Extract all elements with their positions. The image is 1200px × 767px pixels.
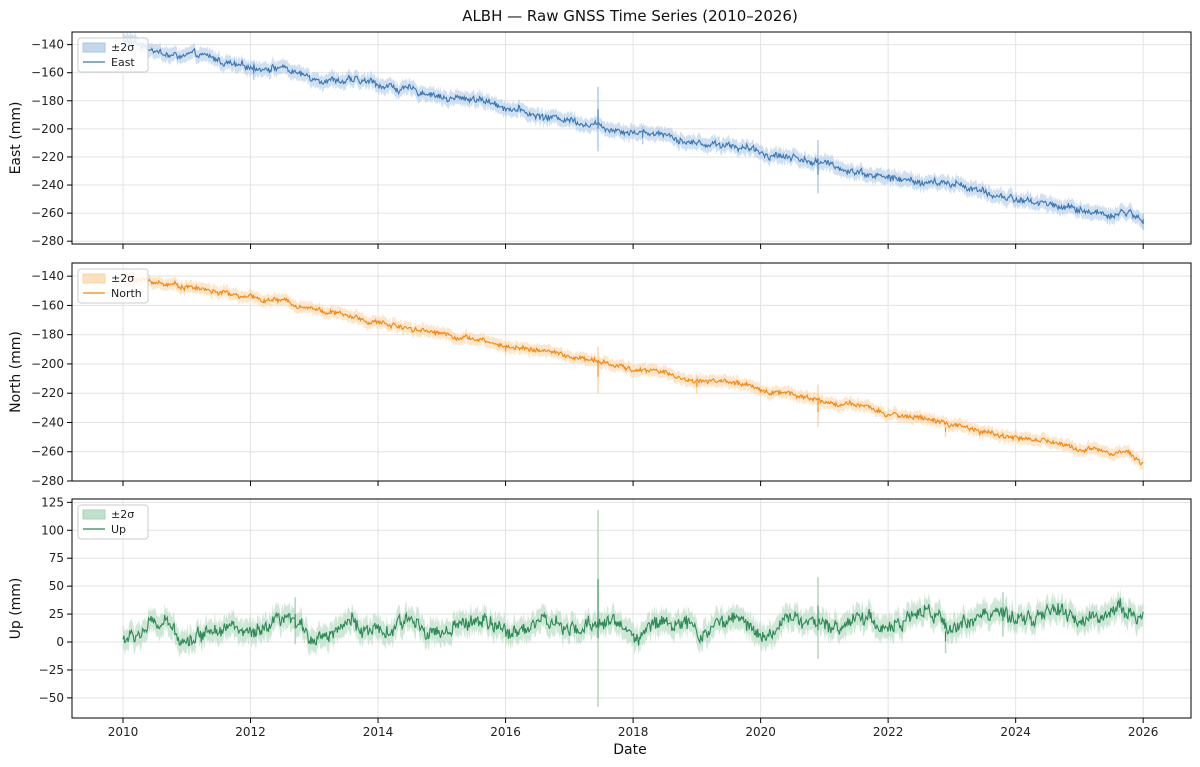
y-tick-label: −280 [31, 234, 64, 248]
x-tick-label: 2010 [108, 725, 139, 739]
sigma-band [123, 268, 1144, 470]
plot-frame [71, 31, 1192, 245]
x-tick-label: 2024 [1000, 725, 1031, 739]
y-tick-label: −180 [31, 328, 64, 342]
legend-band-swatch [82, 42, 106, 53]
plot-frame [71, 262, 1192, 482]
legend-entry: Up [111, 523, 126, 536]
legend-entry: East [111, 56, 135, 69]
y-tick-label: −280 [31, 474, 64, 488]
x-tick-label: 2012 [235, 725, 266, 739]
y-tick-label: −240 [31, 415, 64, 429]
x-tick-label: 2014 [363, 725, 394, 739]
legend-entry: ±2σ [111, 272, 134, 285]
x-tick-label: 2026 [1128, 725, 1159, 739]
y-tick-label: −260 [31, 206, 64, 220]
panel-3: 125 100 75 50 25 0 −25 −50 2010 2012 2014 2016 2018 2… [8, 495, 1192, 739]
y-tick-label: −160 [31, 66, 64, 80]
legend: ±2σ East [77, 37, 149, 73]
y-axis-label: East (mm) [8, 102, 24, 175]
sigma-band [123, 587, 1144, 658]
y-tick-label: 75 [49, 551, 64, 565]
y-tick-label: −220 [31, 150, 64, 164]
chart-title: ALBH — Raw GNSS Time Series (2010–2026) [462, 7, 798, 25]
legend-band-swatch [82, 273, 106, 284]
y-tick-label: −160 [31, 298, 64, 312]
y-tick-label: −200 [31, 122, 64, 136]
y-axis-label: North (mm) [8, 331, 24, 413]
y-tick-label: −180 [31, 94, 64, 108]
y-axis-label: Up (mm) [8, 578, 24, 640]
series-line [122, 273, 1144, 466]
series-line [122, 598, 1144, 647]
x-tick-label: 2020 [745, 725, 776, 739]
panel-2: −140 −160 −180 −200 −220 −240 −260 −280 North (m… [8, 262, 1192, 488]
x-tick-label: 2022 [873, 725, 904, 739]
legend-entry: ±2σ [111, 41, 134, 54]
legend: ±2σ North [77, 268, 149, 304]
y-tick-label: −140 [31, 38, 64, 52]
plot-frame [71, 498, 1192, 719]
panel-1: −140 −160 −180 −200 −220 −240 −260 −280 East (mm… [8, 30, 1192, 249]
x-tick-label: 2016 [490, 725, 521, 739]
y-tick-label: −25 [39, 663, 64, 677]
legend-entry: North [111, 287, 142, 300]
y-tick-label: −240 [31, 178, 64, 192]
series-line [122, 37, 1144, 224]
y-tick-label: −50 [39, 691, 64, 705]
y-tick-label: −200 [31, 357, 64, 371]
x-axis-label: Date [613, 742, 646, 758]
y-tick-label: 125 [41, 495, 64, 509]
legend-entry: ±2σ [111, 508, 134, 521]
x-tick-label: 2018 [618, 725, 649, 739]
y-tick-label: 50 [49, 579, 64, 593]
y-tick-label: −140 [31, 269, 64, 283]
y-tick-label: 25 [49, 607, 64, 621]
legend-band-swatch [82, 509, 106, 520]
y-tick-label: 0 [56, 635, 64, 649]
y-tick-label: −220 [31, 386, 64, 400]
y-tick-label: −260 [31, 445, 64, 459]
y-tick-label: 100 [41, 523, 64, 537]
legend: ±2σ Up [77, 504, 149, 540]
